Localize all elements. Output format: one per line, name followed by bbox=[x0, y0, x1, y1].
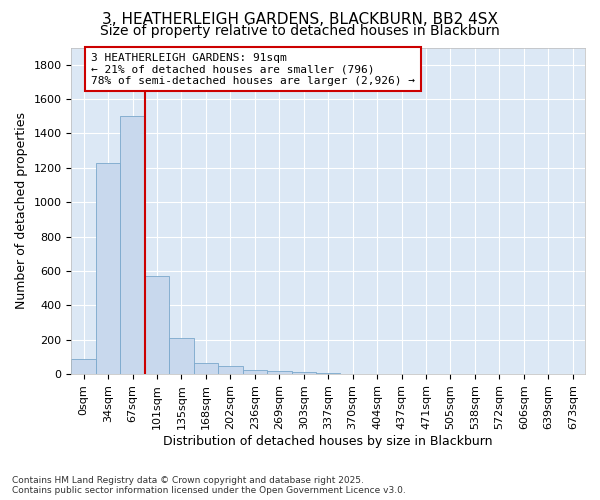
Bar bbox=[121, 116, 145, 374]
Bar bbox=[145, 276, 169, 374]
Bar bbox=[194, 363, 218, 374]
Bar bbox=[96, 162, 121, 374]
Bar bbox=[71, 358, 96, 374]
Y-axis label: Number of detached properties: Number of detached properties bbox=[15, 112, 28, 310]
Bar bbox=[242, 370, 267, 374]
Bar bbox=[218, 366, 242, 374]
Text: 3 HEATHERLEIGH GARDENS: 91sqm
← 21% of detached houses are smaller (796)
78% of : 3 HEATHERLEIGH GARDENS: 91sqm ← 21% of d… bbox=[91, 52, 415, 86]
Text: Contains HM Land Registry data © Crown copyright and database right 2025.
Contai: Contains HM Land Registry data © Crown c… bbox=[12, 476, 406, 495]
Bar bbox=[169, 338, 194, 374]
Bar bbox=[292, 372, 316, 374]
Text: 3, HEATHERLEIGH GARDENS, BLACKBURN, BB2 4SX: 3, HEATHERLEIGH GARDENS, BLACKBURN, BB2 … bbox=[102, 12, 498, 28]
Text: Size of property relative to detached houses in Blackburn: Size of property relative to detached ho… bbox=[100, 24, 500, 38]
X-axis label: Distribution of detached houses by size in Blackburn: Distribution of detached houses by size … bbox=[163, 434, 493, 448]
Bar bbox=[267, 371, 292, 374]
